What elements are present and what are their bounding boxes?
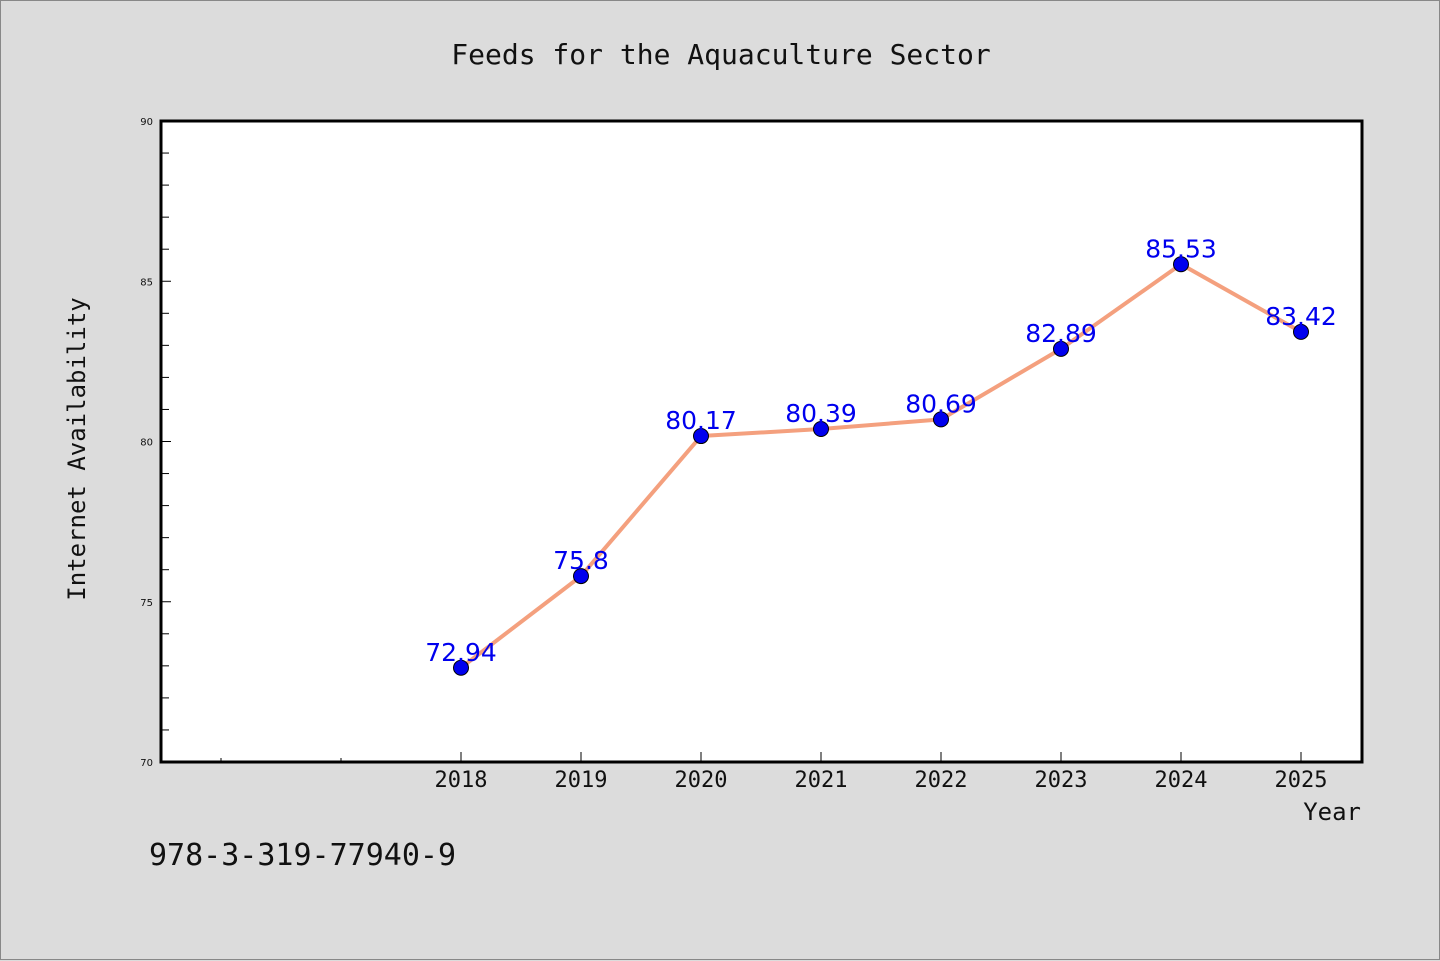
data-point	[1293, 323, 1309, 340]
data-label: 85.53	[1145, 234, 1217, 263]
y-axis: 70 75 80 85 90	[140, 117, 171, 769]
data-label: 75.8	[553, 546, 609, 575]
x-axis-label: Year	[1303, 798, 1361, 826]
data-point	[693, 428, 709, 445]
x-tick-label: 2024	[1155, 768, 1208, 793]
data-point	[813, 421, 829, 438]
data-label: 82.89	[1025, 319, 1097, 348]
data-label: 80.17	[665, 406, 737, 435]
y-tick-label: 80	[140, 438, 153, 449]
x-tick-label: 2020	[675, 768, 728, 793]
series-line	[459, 262, 1303, 670]
chart-title: Feeds for the Aquaculture Sector	[451, 38, 990, 71]
data-label: 80.39	[785, 399, 857, 428]
x-axis: 2018 2019 2020 2021 2022 2023 2024 2025	[220, 752, 1328, 793]
data-label-layer: 72.94 75.8 80.17 80.39 80.69 82.89 85.53 83.42	[425, 234, 1337, 667]
y-tick-label: 85	[140, 277, 153, 288]
data-point	[573, 568, 589, 585]
data-point	[933, 411, 949, 428]
y-axis-label: Internet Availability	[63, 297, 91, 600]
data-point	[1173, 256, 1189, 273]
x-tick-label: 2018	[435, 768, 488, 793]
y-tick-label: 90	[140, 117, 153, 128]
footer-text: 978-3-319-77940-9	[149, 838, 456, 873]
data-label: 72.94	[425, 638, 497, 667]
data-point	[1053, 340, 1069, 357]
x-tick-label: 2021	[795, 768, 848, 793]
x-tick-label: 2019	[555, 768, 608, 793]
x-tick-label: 2025	[1275, 768, 1328, 793]
x-tick-label: 2023	[1035, 768, 1088, 793]
series-line-layer	[459, 262, 1303, 670]
data-label: 80.69	[905, 389, 977, 418]
y-tick-label: 70	[140, 758, 153, 769]
x-tick-label: 2022	[915, 768, 968, 793]
y-tick-label: 75	[140, 598, 153, 609]
marker-layer	[453, 256, 1309, 676]
data-point	[453, 659, 469, 676]
plot-area	[159, 119, 1364, 764]
data-label: 83.42	[1265, 302, 1337, 331]
